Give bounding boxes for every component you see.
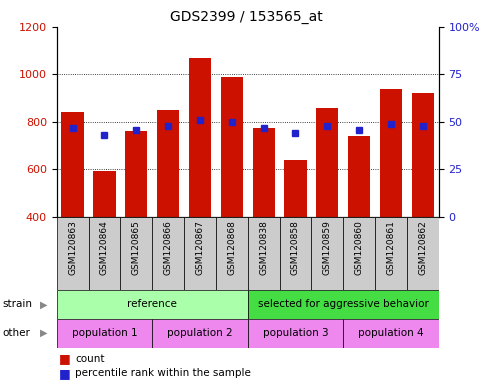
Bar <box>120 217 152 290</box>
Bar <box>343 217 375 290</box>
Bar <box>89 217 120 290</box>
Bar <box>380 89 402 217</box>
Text: GDS2399 / 153565_at: GDS2399 / 153565_at <box>170 10 323 23</box>
Text: population 1: population 1 <box>71 328 137 338</box>
Bar <box>157 110 179 217</box>
Bar <box>57 217 89 290</box>
Text: GSM120868: GSM120868 <box>227 220 236 275</box>
Text: ▶: ▶ <box>39 299 47 310</box>
Bar <box>93 170 115 217</box>
Bar <box>189 58 211 217</box>
Text: ■: ■ <box>59 367 71 380</box>
Bar <box>412 93 434 217</box>
Text: GSM120863: GSM120863 <box>68 220 77 275</box>
Bar <box>221 77 243 217</box>
Text: selected for aggressive behavior: selected for aggressive behavior <box>258 299 429 310</box>
Text: population 4: population 4 <box>358 328 424 338</box>
Text: GSM120865: GSM120865 <box>132 220 141 275</box>
Bar <box>247 290 439 319</box>
Bar <box>57 319 152 348</box>
Text: GSM120866: GSM120866 <box>164 220 173 275</box>
Text: GSM120838: GSM120838 <box>259 220 268 275</box>
Text: GSM120860: GSM120860 <box>354 220 364 275</box>
Bar <box>216 217 247 290</box>
Text: strain: strain <box>2 299 33 310</box>
Text: population 2: population 2 <box>167 328 233 338</box>
Text: count: count <box>75 354 105 364</box>
Bar <box>312 217 343 290</box>
Bar <box>348 136 370 217</box>
Bar <box>184 217 216 290</box>
Bar <box>252 128 275 217</box>
Text: other: other <box>2 328 31 338</box>
Text: GSM120859: GSM120859 <box>323 220 332 275</box>
Text: population 3: population 3 <box>263 328 328 338</box>
Bar <box>407 217 439 290</box>
Bar <box>316 108 339 217</box>
Text: GSM120867: GSM120867 <box>195 220 205 275</box>
Bar <box>152 319 247 348</box>
Bar <box>57 290 247 319</box>
Bar <box>343 319 439 348</box>
Text: percentile rank within the sample: percentile rank within the sample <box>75 368 251 378</box>
Text: GSM120858: GSM120858 <box>291 220 300 275</box>
Bar <box>62 113 84 217</box>
Bar <box>247 319 343 348</box>
Text: GSM120862: GSM120862 <box>419 220 427 275</box>
Bar <box>152 217 184 290</box>
Text: ▶: ▶ <box>39 328 47 338</box>
Bar <box>125 131 147 217</box>
Text: reference: reference <box>127 299 177 310</box>
Bar <box>284 160 307 217</box>
Text: ■: ■ <box>59 353 71 366</box>
Bar <box>247 217 280 290</box>
Bar <box>375 217 407 290</box>
Text: GSM120864: GSM120864 <box>100 220 109 275</box>
Bar <box>280 217 312 290</box>
Text: GSM120861: GSM120861 <box>387 220 395 275</box>
